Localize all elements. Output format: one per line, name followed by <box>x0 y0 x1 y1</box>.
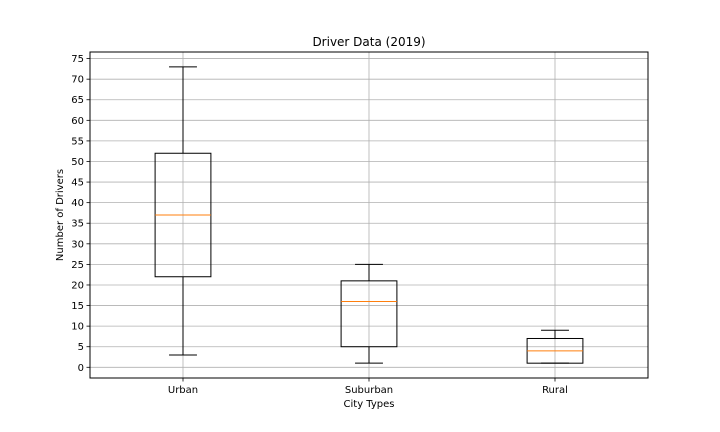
x-axis-label: City Types <box>344 399 395 410</box>
y-tick-label: 10 <box>71 322 84 333</box>
y-tick-label: 60 <box>71 116 84 127</box>
box-plot-marks <box>154 66 584 364</box>
y-tick-label: 75 <box>71 54 84 65</box>
x-tick-label: Rural <box>542 385 568 396</box>
y-tick-label: 0 <box>78 363 84 374</box>
y-tick-label: 20 <box>71 280 84 291</box>
y-tick-label: 65 <box>71 95 84 106</box>
y-tick-label: 30 <box>71 239 84 250</box>
y-tick-label: 55 <box>71 136 84 147</box>
box-rural <box>526 329 584 364</box>
y-tick-label: 45 <box>71 178 84 189</box>
y-axis-ticks: 0 5 10 15 20 25 30 35 40 45 50 55 60 65 70 75 <box>71 54 90 374</box>
y-tick-label: 5 <box>78 342 84 353</box>
y-tick-label: 25 <box>71 260 84 271</box>
y-tick-label: 70 <box>71 75 84 86</box>
box-suburban <box>340 263 398 364</box>
x-tick-label: Urban <box>168 385 198 396</box>
chart-title: Driver Data (2019) <box>312 35 425 49</box>
x-axis-ticks: Urban Suburban Rural <box>168 378 568 396</box>
y-tick-label: 50 <box>71 157 84 168</box>
box-urban <box>154 66 212 356</box>
y-axis-label: Number of Drivers <box>55 169 66 261</box>
y-tick-label: 35 <box>71 219 84 230</box>
y-tick-label: 40 <box>71 198 84 209</box>
y-tick-label: 15 <box>71 301 84 312</box>
iqr-box <box>340 280 398 348</box>
x-tick-label: Suburban <box>345 385 393 396</box>
